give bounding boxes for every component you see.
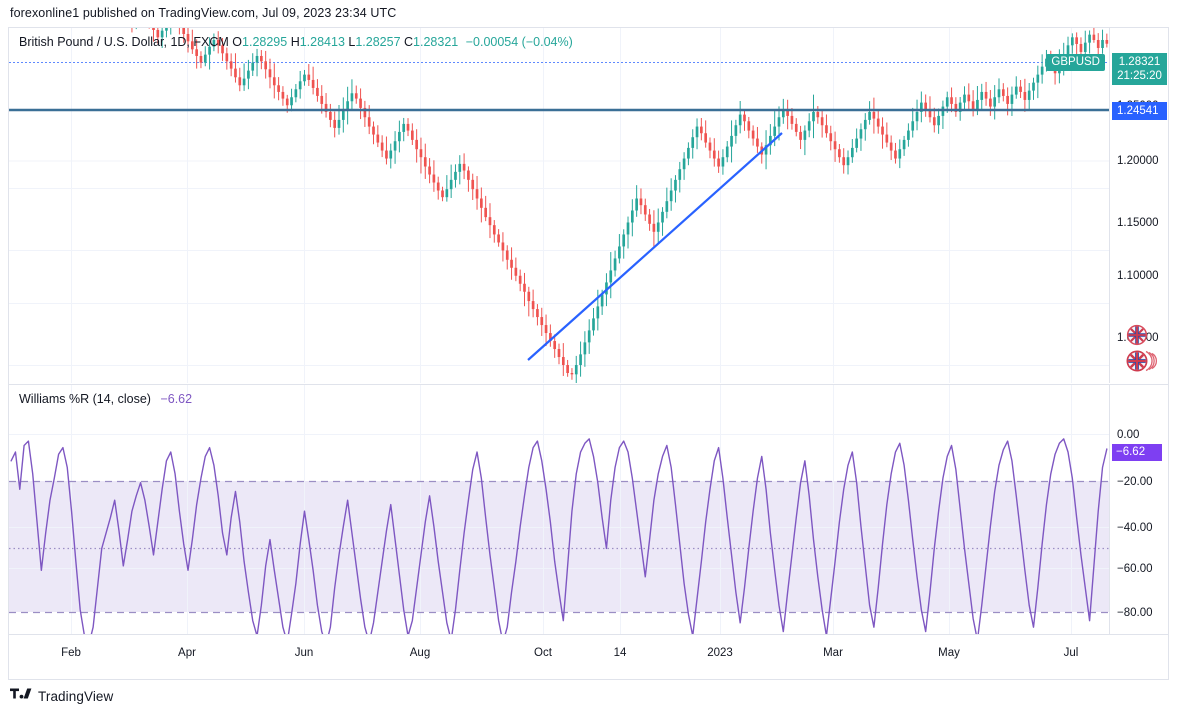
time-tick-label: Jul: [1063, 647, 1079, 659]
price-pane[interactable]: GBPUSD 1.25000 1.20000 1.15000 1.10000 1…: [9, 28, 1168, 383]
tradingview-logo-icon: [10, 687, 32, 705]
wr-tick-label: 0.00: [1117, 429, 1140, 441]
williams-r-value: −6.62: [160, 392, 193, 406]
chart-frame: GBPUSD 1.25000 1.20000 1.15000 1.10000 1…: [8, 27, 1169, 680]
time-axis[interactable]: Feb Apr Jun Aug Oct 14 2023 Mar May Jul: [9, 634, 1168, 679]
price-gridlines: [9, 160, 1109, 366]
williams-r-plot-area[interactable]: [9, 385, 1109, 634]
williams-r-legend[interactable]: Williams %R (14, close) −6.62: [19, 392, 192, 407]
tradingview-logo-text: TradingView: [38, 688, 114, 704]
time-tick-label: Apr: [178, 647, 196, 659]
williams-gridlines: [9, 434, 1109, 569]
williams-r-pane[interactable]: 0.00 −20.00 −40.00 −60.00 −80.00 −100.00…: [9, 384, 1168, 634]
williams-r-svg: [9, 385, 1109, 634]
time-tick-label: 2023: [707, 647, 733, 659]
uk-flag-circle-icon[interactable]: [1126, 324, 1148, 351]
time-tick-label: 14: [613, 647, 627, 659]
uk-flag-alert-icon[interactable]: [1124, 348, 1158, 379]
close-value: 1.28321: [413, 35, 459, 49]
low-value: 1.28257: [355, 35, 401, 49]
blue-level-price-box[interactable]: 1.24541: [1112, 102, 1167, 120]
price-plot-area[interactable]: GBPUSD: [9, 28, 1109, 383]
bar-countdown: 21:25:20: [1117, 70, 1162, 82]
wr-tick-label: −60.00: [1117, 563, 1153, 575]
time-tick-label: Jun: [294, 647, 314, 659]
time-tick-label: Feb: [61, 647, 81, 659]
last-price-box[interactable]: 1.28321 21:25:20: [1112, 53, 1167, 85]
price-scale[interactable]: 1.25000 1.20000 1.15000 1.10000 1.05000 …: [1109, 28, 1168, 383]
close-key: C: [404, 35, 414, 49]
footer: TradingView: [10, 686, 113, 706]
williams-r-scale[interactable]: 0.00 −20.00 −40.00 −60.00 −80.00 −100.00…: [1109, 385, 1168, 634]
price-chart-svg: [9, 28, 1109, 383]
williams-r-title[interactable]: Williams %R (14, close): [19, 392, 151, 406]
time-tick-label: Aug: [409, 647, 431, 659]
price-legend[interactable]: British Pound / U.S. Dollar, 1D, FXCM O1…: [19, 35, 573, 50]
williams-vertical-gridlines: [71, 385, 1072, 634]
price-tick-label: 1.10000: [1117, 270, 1159, 282]
open-key: O: [232, 35, 243, 49]
high-key: H: [290, 35, 300, 49]
ticker-tag[interactable]: GBPUSD: [1046, 54, 1105, 71]
price-tick-label: 1.20000: [1117, 155, 1159, 167]
symbol-title[interactable]: British Pound / U.S. Dollar, 1D, FXCM: [19, 35, 229, 49]
change-value: −0.00054 (−0.04%): [465, 35, 573, 49]
williams-value-box[interactable]: −6.62: [1112, 444, 1162, 461]
published-bar: forexonline1 published on TradingView.co…: [0, 0, 1177, 27]
open-value: 1.28295: [242, 35, 288, 49]
time-tick-label: Oct: [534, 647, 552, 659]
trendline: [527, 132, 783, 361]
last-price-value: 1.28321: [1118, 56, 1161, 68]
williams-r-line: [10, 438, 1108, 634]
low-key: L: [348, 35, 356, 49]
candlestick-series: [131, 28, 1109, 383]
wr-tick-label: −80.00: [1117, 607, 1153, 619]
wr-tick-label: −20.00: [1117, 476, 1153, 488]
wr-tick-label: −40.00: [1117, 522, 1153, 534]
price-vertical-gridlines: [71, 28, 1072, 383]
price-tick-label: 1.15000: [1117, 217, 1159, 229]
time-tick-label: May: [938, 647, 960, 659]
high-value: 1.28413: [299, 35, 345, 49]
time-tick-label: Mar: [823, 647, 843, 659]
